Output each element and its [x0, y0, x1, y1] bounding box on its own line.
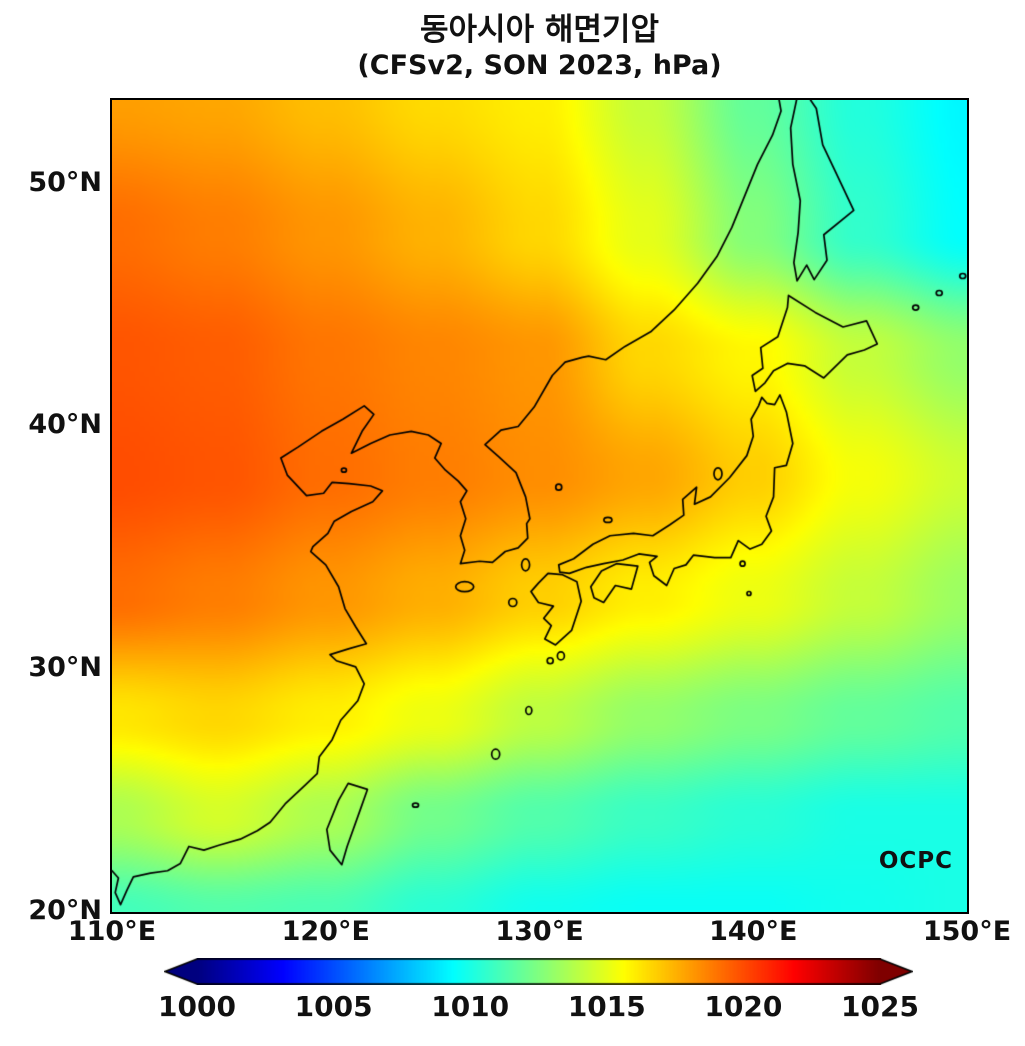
y-tick-label: 30°N	[28, 652, 102, 684]
map-plot: OCPC	[110, 98, 969, 914]
y-tick-label: 50°N	[28, 166, 102, 198]
x-tick-label: 110°E	[67, 916, 157, 947]
y-tick-label: 40°N	[28, 409, 102, 441]
x-tick-label: 130°E	[495, 916, 584, 947]
colorbar-tick-label: 1000	[158, 990, 236, 1023]
x-tick-label: 120°E	[281, 916, 370, 947]
y-tick-label: 20°N	[28, 895, 102, 926]
x-tick-label: 140°E	[709, 916, 798, 947]
x-tick-label: 150°E	[922, 916, 1012, 947]
watermark-ocpc: OCPC	[878, 848, 953, 874]
y-axis-labels: 20°N 30°N 40°N 50°N	[0, 0, 106, 1046]
colorbar-tick-label: 1020	[704, 990, 783, 1023]
colorbar-tick-label: 1015	[567, 990, 646, 1023]
colorbar-tick-label: 1010	[431, 990, 510, 1023]
map-canvas	[112, 100, 967, 912]
colorbar-tick-label: 1005	[294, 990, 373, 1023]
colorbar-tick-label: 1025	[841, 990, 919, 1023]
x-axis-labels: 110°E 120°E 130°E 140°E 150°E	[0, 916, 1025, 950]
colorbar: 1000 1005 1010 1015 1020 1025	[158, 958, 919, 1028]
colorbar-canvas	[164, 958, 913, 985]
chart-subtitle: (CFSv2, SON 2023, hPa)	[357, 50, 722, 81]
chart-title: 동아시아 해면기압	[420, 12, 659, 48]
